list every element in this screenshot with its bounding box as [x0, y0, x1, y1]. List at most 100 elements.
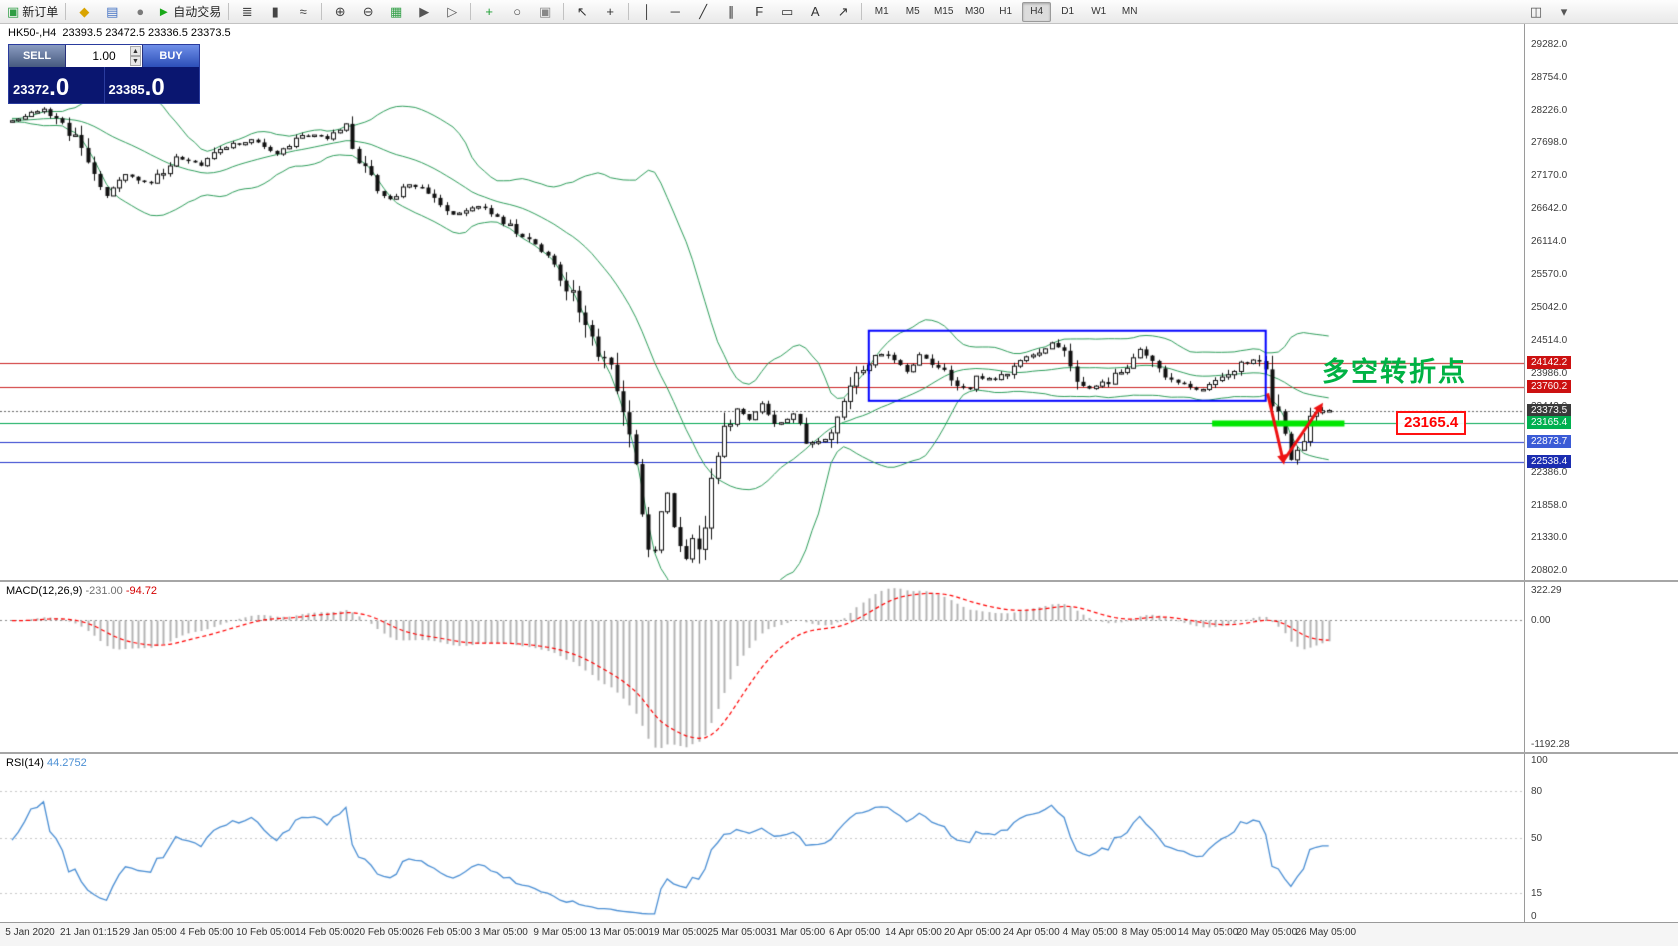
- zoom-in-icon[interactable]: ⊕: [327, 2, 353, 22]
- trendline-icon: ╱: [699, 3, 708, 19]
- rsi-axis-label: 0: [1531, 911, 1537, 922]
- zoom-out-icon[interactable]: ⊖: [355, 2, 381, 22]
- zoom-in-icon: ⊕: [334, 3, 346, 19]
- chart-shift-icon[interactable]: ▷: [439, 2, 465, 22]
- time-axis-label: 26 Feb 05:00: [412, 927, 472, 938]
- time-axis[interactable]: 5 Jan 2020 21 Jan 01:15 29 Jan 05:00 4 Feb …: [0, 922, 1678, 946]
- timeframe-m5-button[interactable]: M5: [905, 6, 920, 17]
- macd-axis-label: 322.29: [1531, 585, 1562, 596]
- panel-divider[interactable]: [0, 580, 1678, 582]
- channel-icon[interactable]: ∥: [718, 2, 744, 22]
- text-label-icon[interactable]: A: [802, 2, 828, 22]
- panel-divider[interactable]: [0, 752, 1678, 754]
- crosshair-icon: +: [606, 3, 614, 19]
- favorites-icon[interactable]: ◆: [71, 2, 97, 22]
- price-axis-label: 28754.0: [1531, 71, 1568, 83]
- line-chart-icon[interactable]: ≈: [290, 2, 316, 22]
- price-marker-22873.7: 22873.7: [1527, 434, 1572, 448]
- new-order-button[interactable]: ▣ 新订单: [5, 2, 60, 22]
- time-axis-label: 14 Apr 05:00: [885, 927, 942, 938]
- price-callout: 23165.4: [1396, 411, 1467, 435]
- price-chart-canvas[interactable]: [0, 24, 1524, 580]
- window-arrange-icon: ◫: [1529, 3, 1543, 19]
- market-watch-icon[interactable]: ▤: [99, 2, 125, 22]
- time-axis-label: 10 Feb 05:00: [236, 927, 296, 938]
- toolbar-separator: [228, 3, 230, 20]
- timeframe-w1-button[interactable]: W1: [1091, 6, 1107, 17]
- sell-price-main: 23372: [13, 82, 50, 97]
- arrows-icon[interactable]: ↗: [830, 2, 856, 22]
- templates-icon[interactable]: ▣: [532, 2, 558, 22]
- price-axis-label: 24514.0: [1531, 334, 1568, 346]
- price-axis-label: 26114.0: [1531, 235, 1567, 247]
- toolbar-separator: [470, 3, 472, 20]
- vertical-line-icon[interactable]: │: [634, 2, 660, 22]
- price-axis-label: 21858.0: [1531, 499, 1568, 511]
- volume-decrease-button[interactable]: ▼: [130, 56, 141, 66]
- timeframe-m15-button[interactable]: M15: [933, 6, 954, 17]
- volume-value: 1.00: [92, 49, 116, 63]
- indicators-icon[interactable]: +: [476, 2, 502, 22]
- fibonacci-icon[interactable]: F: [746, 2, 772, 22]
- favorites-icon: ◆: [79, 3, 90, 19]
- price-axis-label: 25570.0: [1531, 269, 1568, 281]
- time-axis-label: 26 May 05:00: [1295, 927, 1357, 938]
- zoom-out-icon: ⊖: [362, 3, 374, 19]
- time-axis-label: 24 Apr 05:00: [1002, 927, 1060, 938]
- window-arrange-icon[interactable]: ◫: [1523, 2, 1549, 22]
- autotrade-button[interactable]: ► 自动交易: [155, 2, 223, 22]
- candlestick-chart-icon[interactable]: ▮: [262, 2, 288, 22]
- trendline-icon[interactable]: ╱: [690, 2, 716, 22]
- arrows-icon: ↗: [837, 3, 849, 19]
- toolbar-separator: [321, 3, 323, 20]
- macd-panel-canvas[interactable]: [0, 582, 1524, 752]
- periods-icon[interactable]: ○: [504, 2, 530, 22]
- price-marker-23373.5: 23373.5: [1527, 403, 1572, 417]
- rsi-panel-canvas[interactable]: [0, 754, 1524, 922]
- price-axis-label: 29282.0: [1531, 39, 1568, 50]
- buy-price[interactable]: 23385 .0: [105, 67, 200, 103]
- market-watch-icon: ▤: [106, 3, 119, 19]
- time-axis-label: 4 May 05:00: [1062, 927, 1118, 938]
- rsi-label: RSI(14) 44.2752: [6, 757, 87, 769]
- sell-price[interactable]: 23372 .0: [9, 67, 105, 103]
- shapes-icon: ▭: [781, 3, 794, 19]
- price-axis-label: 25042.0: [1531, 302, 1568, 314]
- horizontal-line-icon[interactable]: ─: [662, 2, 688, 22]
- timeframe-h1-button[interactable]: H1: [999, 6, 1013, 17]
- time-axis-label: 14 May 05:00: [1177, 927, 1239, 938]
- time-axis-label: 19 Mar 05:00: [648, 927, 708, 938]
- navigator-icon: ●: [136, 3, 145, 19]
- toolbar-separator: [563, 3, 565, 20]
- timeframe-mn-button[interactable]: MN: [1121, 6, 1138, 17]
- volume-increase-button[interactable]: ▲: [130, 46, 141, 56]
- vertical-line-icon: │: [643, 3, 652, 19]
- tile-windows-icon[interactable]: ▦: [383, 2, 409, 22]
- price-marker-23165.4: 23165.4: [1527, 416, 1572, 430]
- volume-input[interactable]: 1.00 ▲ ▼: [65, 45, 143, 67]
- price-axis[interactable]: 29282.0 28754.0 28226.0 27698.0 27170.0 26642…: [1524, 0, 1678, 946]
- cursor-icon[interactable]: ↖: [569, 2, 595, 22]
- time-axis-label: 20 May 05:00: [1236, 927, 1298, 938]
- timeframe-h4-button[interactable]: H4: [1022, 1, 1052, 22]
- channel-icon: ∥: [727, 3, 735, 19]
- timeframe-d1-button[interactable]: D1: [1061, 6, 1075, 17]
- price-axis-label: 28226.0: [1531, 104, 1568, 116]
- time-axis-label: 9 Mar 05:00: [533, 927, 587, 938]
- time-axis-label: 14 Feb 05:00: [295, 927, 354, 938]
- sell-button[interactable]: SELL: [9, 45, 65, 67]
- shapes-icon[interactable]: ▭: [774, 2, 800, 22]
- auto-scroll-icon[interactable]: ▶: [411, 2, 437, 22]
- crosshair-icon[interactable]: +: [597, 2, 623, 22]
- bar-chart-icon[interactable]: ≣: [234, 2, 260, 22]
- navigator-icon[interactable]: ●: [127, 2, 153, 22]
- timeframe-m30-button[interactable]: M30: [964, 6, 985, 17]
- timeframe-m1-button[interactable]: M1: [874, 6, 889, 17]
- rsi-name: RSI(14): [6, 757, 44, 769]
- buy-button[interactable]: BUY: [143, 45, 199, 67]
- macd-axis-label: 0.00: [1531, 614, 1551, 626]
- chart-profile-icon[interactable]: ▾: [1551, 2, 1577, 22]
- sell-price-pips: .0: [49, 74, 70, 101]
- time-axis-label: 21 Jan 01:15: [59, 927, 118, 938]
